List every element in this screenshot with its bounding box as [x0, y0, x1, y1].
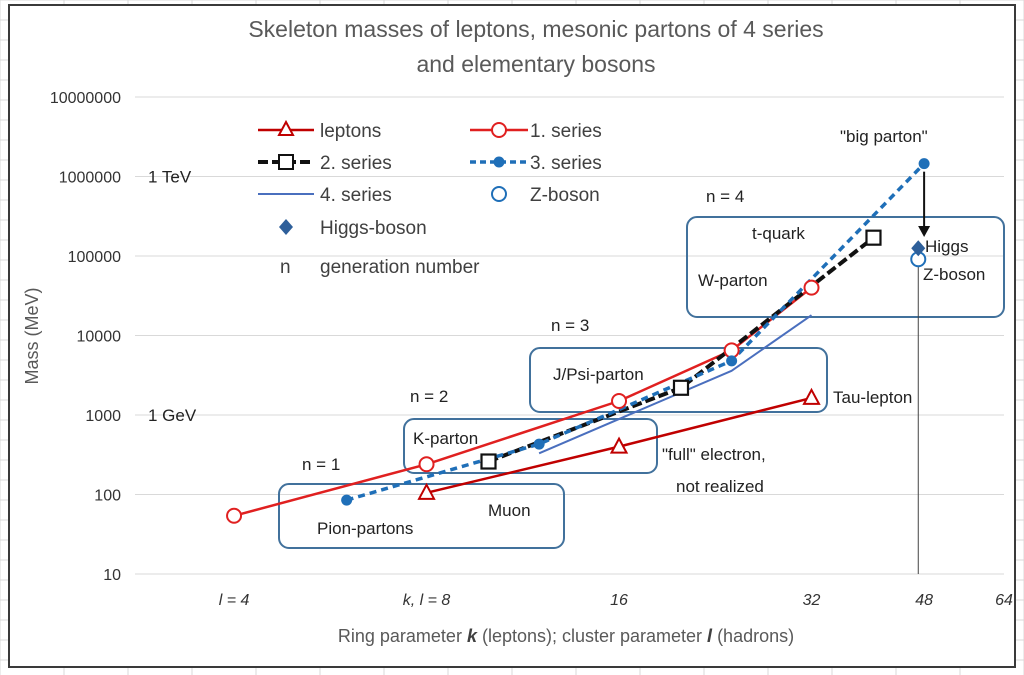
annotation-z-boson: Z-boson: [923, 265, 985, 284]
x-axis-title: Ring parameter k (leptons); cluster para…: [338, 626, 794, 646]
marker-open-circle: [226, 507, 243, 524]
x-tick-label: 32: [803, 592, 821, 609]
annotation-n-4: n = 4: [706, 187, 744, 206]
marker-open-circle: [611, 393, 628, 410]
legend-label-series-3: 3. series: [530, 153, 602, 174]
marker-open-circle: [803, 279, 820, 296]
marker-filled-circle: [726, 355, 738, 367]
annotation-t-quark: t-quark: [752, 224, 805, 243]
y-tick-label: 100000: [68, 249, 121, 266]
x-tick-label: k, l = 8: [403, 592, 451, 609]
legend: leptons 1. series 2. series 3. series 4.…: [258, 119, 602, 278]
legend-label-series-4: 4. series: [320, 185, 392, 206]
annotation-muon: Muon: [488, 501, 531, 520]
reference-label: 1 TeV: [148, 168, 192, 187]
annotation-tau-lepton: Tau-lepton: [833, 388, 912, 407]
legend-label-higgs-boson: Higgs-boson: [320, 218, 427, 239]
legend-label-generation-number: generation number: [320, 257, 480, 278]
marker-filled-circle: [918, 158, 930, 170]
marker-filled-circle: [533, 438, 545, 450]
marker-triangle: [609, 436, 629, 454]
annotation-higgs: Higgs: [925, 237, 968, 256]
annotation-pion-partons: Pion-partons: [317, 519, 413, 538]
x-tick-label: 64: [995, 592, 1013, 609]
legend-label-z-boson: Z-boson: [530, 185, 600, 206]
annotation--full-electron-: "full" electron,: [662, 445, 766, 464]
x-tick-label: l = 4: [219, 592, 250, 609]
y-tick-label: 100: [94, 488, 121, 505]
marker-square: [480, 453, 497, 470]
x-axis-title-part: (leptons); cluster parameter: [477, 626, 707, 646]
generation-box: [686, 216, 1005, 318]
y-tick-label: 10: [103, 567, 121, 584]
legend-symbol-n: n: [280, 257, 291, 278]
x-tick-label: 48: [915, 592, 933, 609]
legend-label-series-1: 1. series: [530, 121, 602, 142]
y-tick-label: 10000000: [50, 90, 121, 107]
reference-label: 1 GeV: [148, 406, 197, 425]
marker-triangle: [802, 387, 821, 405]
x-axis-title-part: Ring parameter: [338, 626, 467, 646]
legend-marker-leptons: [277, 119, 295, 136]
marker-square: [865, 229, 882, 246]
generation-boxes: [278, 216, 1005, 549]
annotation-n-1: n = 1: [302, 455, 340, 474]
chart-title-line-2: and elementary bosons: [416, 51, 655, 77]
y-tick-label: 1000: [85, 408, 121, 425]
marker-square: [672, 379, 690, 396]
legend-label-series-2: 2. series: [320, 153, 392, 174]
chart-title-line-1: Skeleton masses of leptons, mesonic part…: [248, 16, 823, 42]
generation-box: [278, 483, 565, 549]
x-axis-title-part: (hadrons): [712, 626, 794, 646]
generation-box: [529, 347, 828, 413]
y-axis-title: Mass (MeV): [22, 287, 42, 384]
annotation-n-2: n = 2: [410, 387, 448, 406]
generation-box: [403, 418, 658, 474]
y-tick-label: 10000: [77, 329, 122, 346]
legend-marker-z-boson: [491, 186, 507, 202]
annotation-n-3: n = 3: [551, 316, 589, 335]
legend-marker-series-1: [491, 122, 507, 138]
series-line-4: [538, 314, 813, 455]
arrow-head: [918, 226, 931, 238]
series-markers: [226, 158, 930, 524]
x-axis-title-part: k: [467, 626, 478, 646]
x-tick-label: 16: [610, 592, 628, 609]
legend-label-leptons: leptons: [320, 121, 381, 142]
x-axis-title-part: l: [707, 626, 713, 646]
annotation-not-realized: not realized: [676, 477, 764, 496]
marker-open-circle: [723, 342, 740, 359]
series-line-2: [487, 236, 875, 464]
legend-marker-series-3: [493, 156, 505, 168]
legend-marker-series-2: [278, 154, 294, 170]
marker-open-circle: [418, 456, 435, 473]
annotation-k-parton: K-parton: [413, 429, 478, 448]
legend-marker-higgs-boson: [279, 219, 293, 235]
annotation-j-psi-parton: J/Psi-parton: [553, 365, 644, 384]
marker-triangle: [417, 482, 436, 500]
chart-text: 10 100 1000 10000 100000 1000000 10000000 l = 4…: [50, 90, 1013, 609]
y-tick-label: 1000000: [59, 170, 121, 187]
marker-diamond: [911, 240, 926, 257]
annotation-w-parton: W-parton: [698, 271, 768, 290]
annotation--big-parton-: "big parton": [840, 127, 928, 146]
series-line-3: [346, 162, 926, 502]
marker-filled-circle: [341, 494, 353, 506]
